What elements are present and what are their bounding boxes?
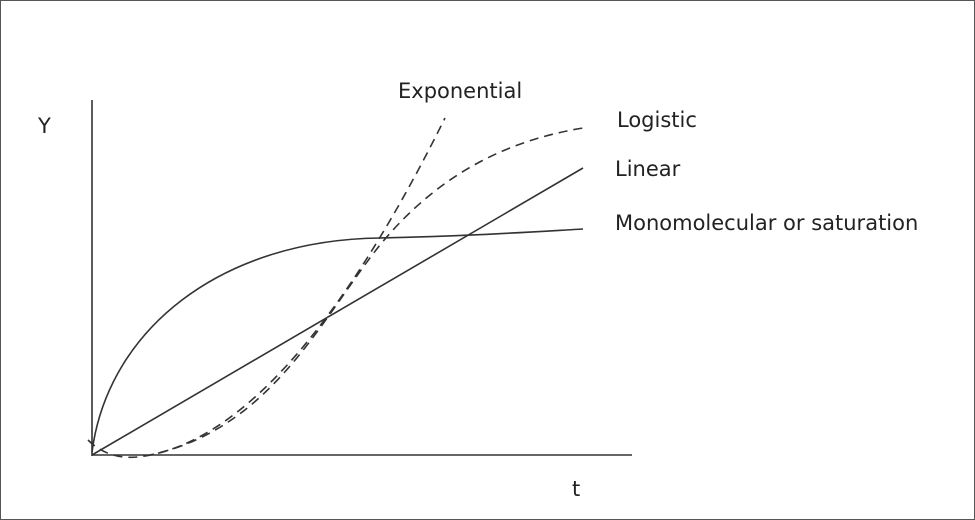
logistic-curve — [144, 127, 584, 457]
monomolecular-curve — [91, 228, 584, 453]
exponential-curve — [87, 117, 446, 459]
curve-label: Monomolecular or saturation — [615, 211, 918, 235]
x-axis-label: t — [572, 477, 580, 501]
curve-label: Exponential — [398, 79, 522, 103]
linear-curve — [91, 167, 584, 456]
y-axis-label: Y — [37, 114, 51, 138]
curve-label: Logistic — [617, 108, 697, 132]
curve-label: Linear — [615, 157, 681, 181]
